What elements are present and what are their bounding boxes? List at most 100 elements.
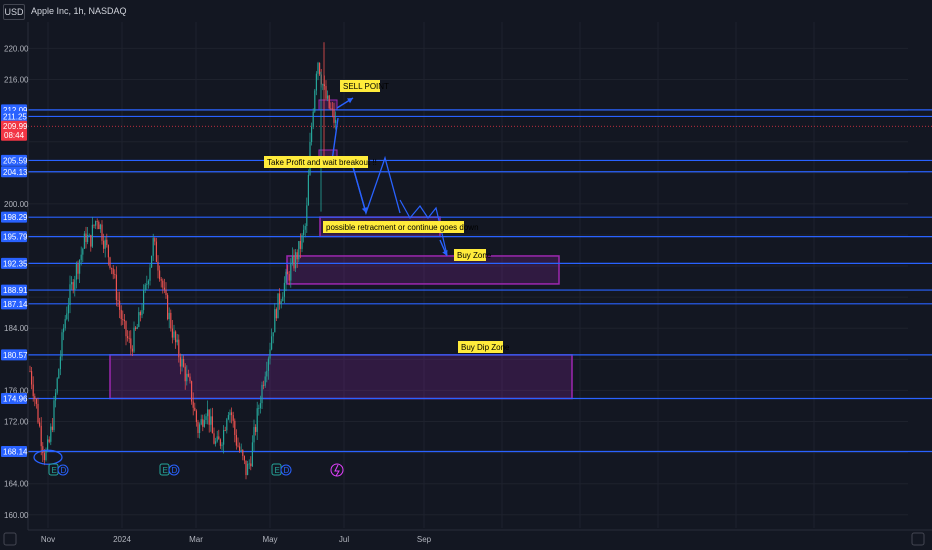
candle-body-11 [47, 439, 49, 451]
candle-body-143 [258, 408, 260, 409]
candle-body-63 [130, 338, 132, 349]
level-label-2: 205.59 [3, 156, 28, 165]
candle-body-55 [117, 300, 119, 301]
symbol-title: Apple Inc, 1h, NASDAQ [31, 6, 127, 16]
candle-body-81 [159, 270, 161, 280]
candle-body-76 [151, 255, 153, 268]
candle-body-161 [287, 271, 289, 275]
candle-body-169 [299, 241, 301, 249]
candle-body-54 [115, 274, 117, 301]
candle-body-174 [307, 174, 309, 206]
candle-body-35 [85, 233, 87, 243]
candle-body-80 [157, 261, 159, 271]
candle-body-187 [328, 95, 330, 109]
timezone-button [3, 532, 17, 546]
level-label-bg-3 [1, 166, 27, 178]
candle-body-86 [167, 295, 169, 320]
annotation-take-profit: Take Profit and wait breakout !! [267, 158, 377, 167]
candle-body-82 [160, 279, 162, 281]
candle-body-68 [138, 312, 140, 327]
candle-body-39 [91, 224, 93, 247]
candle-body-139 [251, 442, 253, 467]
auto-scale-button [911, 532, 925, 546]
level-label-7: 188.91 [3, 286, 28, 295]
candle-body-125 [229, 412, 231, 416]
candle-body-75 [149, 267, 151, 281]
level-label-9: 180.57 [3, 351, 28, 360]
candle-body-79 [155, 241, 157, 262]
candle-body-71 [143, 289, 145, 311]
candle-body-44 [99, 224, 101, 230]
candle-body-148 [266, 370, 268, 377]
candle-body-122 [224, 430, 226, 431]
candle-body-149 [267, 358, 269, 371]
level-label-10: 174.96 [3, 395, 28, 404]
candle-body-181 [319, 62, 321, 75]
candle-body-166 [295, 252, 297, 269]
x-tick-label-2: Mar [189, 535, 203, 544]
x-tick-label-3: May [262, 535, 277, 544]
candle-body-167 [296, 252, 298, 260]
candle-body-126 [231, 412, 233, 416]
level-label-3: 204.13 [3, 168, 28, 177]
candle-body-83 [162, 280, 164, 288]
candle-body-145 [261, 384, 263, 404]
annotation-sell-point-bg [340, 80, 380, 92]
candle-body-154 [275, 309, 277, 319]
zone-1 [286, 255, 560, 285]
candle-body-53 [114, 274, 116, 275]
candle-body-111 [207, 409, 209, 417]
candle-body-46 [103, 240, 105, 249]
candle-body-191 [335, 119, 337, 123]
candle-body-9 [43, 453, 45, 461]
candle-body-94 [179, 357, 181, 367]
candle-body-14 [51, 426, 53, 430]
candle-body-7 [40, 425, 42, 447]
y-tick-label-9: 184.00 [4, 324, 29, 333]
annotation-retracement: possible retracment or continue goes dow… [326, 223, 479, 232]
candle-body-137 [248, 463, 250, 465]
candle-body-13 [50, 426, 52, 442]
candle-body-141 [255, 427, 257, 432]
candle-body-15 [53, 400, 55, 430]
candle-body-29 [75, 263, 77, 280]
dividend-marker-0 [57, 464, 69, 476]
candle-body-110 [205, 416, 207, 421]
dividend-marker-1 [168, 464, 180, 476]
candle-body-33 [82, 248, 84, 255]
current-price-label-bg [1, 120, 27, 141]
currency-button[interactable]: USD [3, 4, 25, 20]
level-label-8: 187.14 [3, 300, 28, 309]
dividend-marker-2 [280, 464, 292, 476]
candle-body-165 [293, 255, 295, 269]
candle-body-158 [282, 296, 284, 302]
candle-body-108 [202, 419, 204, 427]
annotation-buy-zone: Buy Zone [457, 251, 492, 260]
candle-body-163 [290, 263, 292, 281]
level-label-bg-8 [1, 298, 27, 310]
candle-body-121 [223, 430, 225, 445]
candle-body-100 [189, 376, 191, 382]
candle-body-97 [184, 366, 186, 382]
candle-body-28 [74, 279, 76, 291]
candle-body-0 [29, 370, 31, 372]
zigzag-1 [350, 155, 401, 216]
candle-body-136 [247, 463, 249, 476]
candle-body-124 [227, 415, 229, 420]
candle-body-180 [317, 62, 319, 74]
candle-body-171 [303, 229, 305, 235]
candle-body-120 [221, 444, 223, 446]
candle-body-99 [187, 373, 189, 377]
candle-body-93 [178, 339, 180, 358]
candle-body-50 [109, 257, 111, 268]
candle-body-40 [93, 224, 95, 226]
candle-body-119 [219, 439, 221, 446]
candle-body-134 [243, 456, 245, 461]
candle-body-129 [235, 434, 237, 446]
candle-body-73 [146, 284, 148, 285]
candle-body-116 [215, 441, 217, 444]
candle-body-52 [112, 268, 114, 275]
candle-body-112 [208, 409, 210, 425]
